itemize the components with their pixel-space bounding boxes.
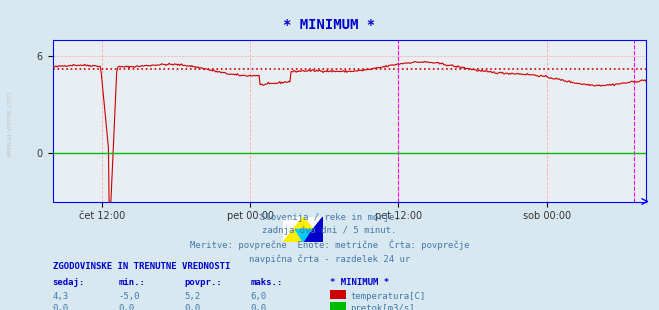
Polygon shape (283, 217, 323, 242)
Polygon shape (295, 229, 311, 242)
Text: 0,0: 0,0 (53, 304, 69, 310)
Text: maks.:: maks.: (250, 277, 283, 287)
Text: * MINIMUM *: * MINIMUM * (330, 277, 389, 287)
Text: * MINIMUM *: * MINIMUM * (283, 18, 376, 32)
Text: povpr.:: povpr.: (185, 277, 222, 287)
Text: 6,0: 6,0 (250, 291, 266, 301)
Text: 0,0: 0,0 (119, 304, 134, 310)
Text: min.:: min.: (119, 277, 146, 287)
Text: 0,0: 0,0 (250, 304, 266, 310)
Text: -5,0: -5,0 (119, 291, 140, 301)
Text: www.si-vreme.com: www.si-vreme.com (7, 91, 13, 157)
Text: 4,3: 4,3 (53, 291, 69, 301)
Text: Meritve: povprečne  Enote: metrične  Črta: povprečje: Meritve: povprečne Enote: metrične Črta:… (190, 240, 469, 250)
Text: zadnja dva dni / 5 minut.: zadnja dva dni / 5 minut. (262, 226, 397, 236)
Text: 5,2: 5,2 (185, 291, 200, 301)
Text: Slovenija / reke in morje.: Slovenija / reke in morje. (260, 212, 399, 222)
Text: 0,0: 0,0 (185, 304, 200, 310)
Text: sedaj:: sedaj: (53, 277, 85, 287)
Polygon shape (303, 217, 323, 242)
Text: navpična črta - razdelek 24 ur: navpična črta - razdelek 24 ur (249, 254, 410, 264)
Text: ZGODOVINSKE IN TRENUTNE VREDNOSTI: ZGODOVINSKE IN TRENUTNE VREDNOSTI (53, 262, 230, 271)
Text: temperatura[C]: temperatura[C] (351, 291, 426, 301)
Text: pretok[m3/s]: pretok[m3/s] (351, 304, 415, 310)
